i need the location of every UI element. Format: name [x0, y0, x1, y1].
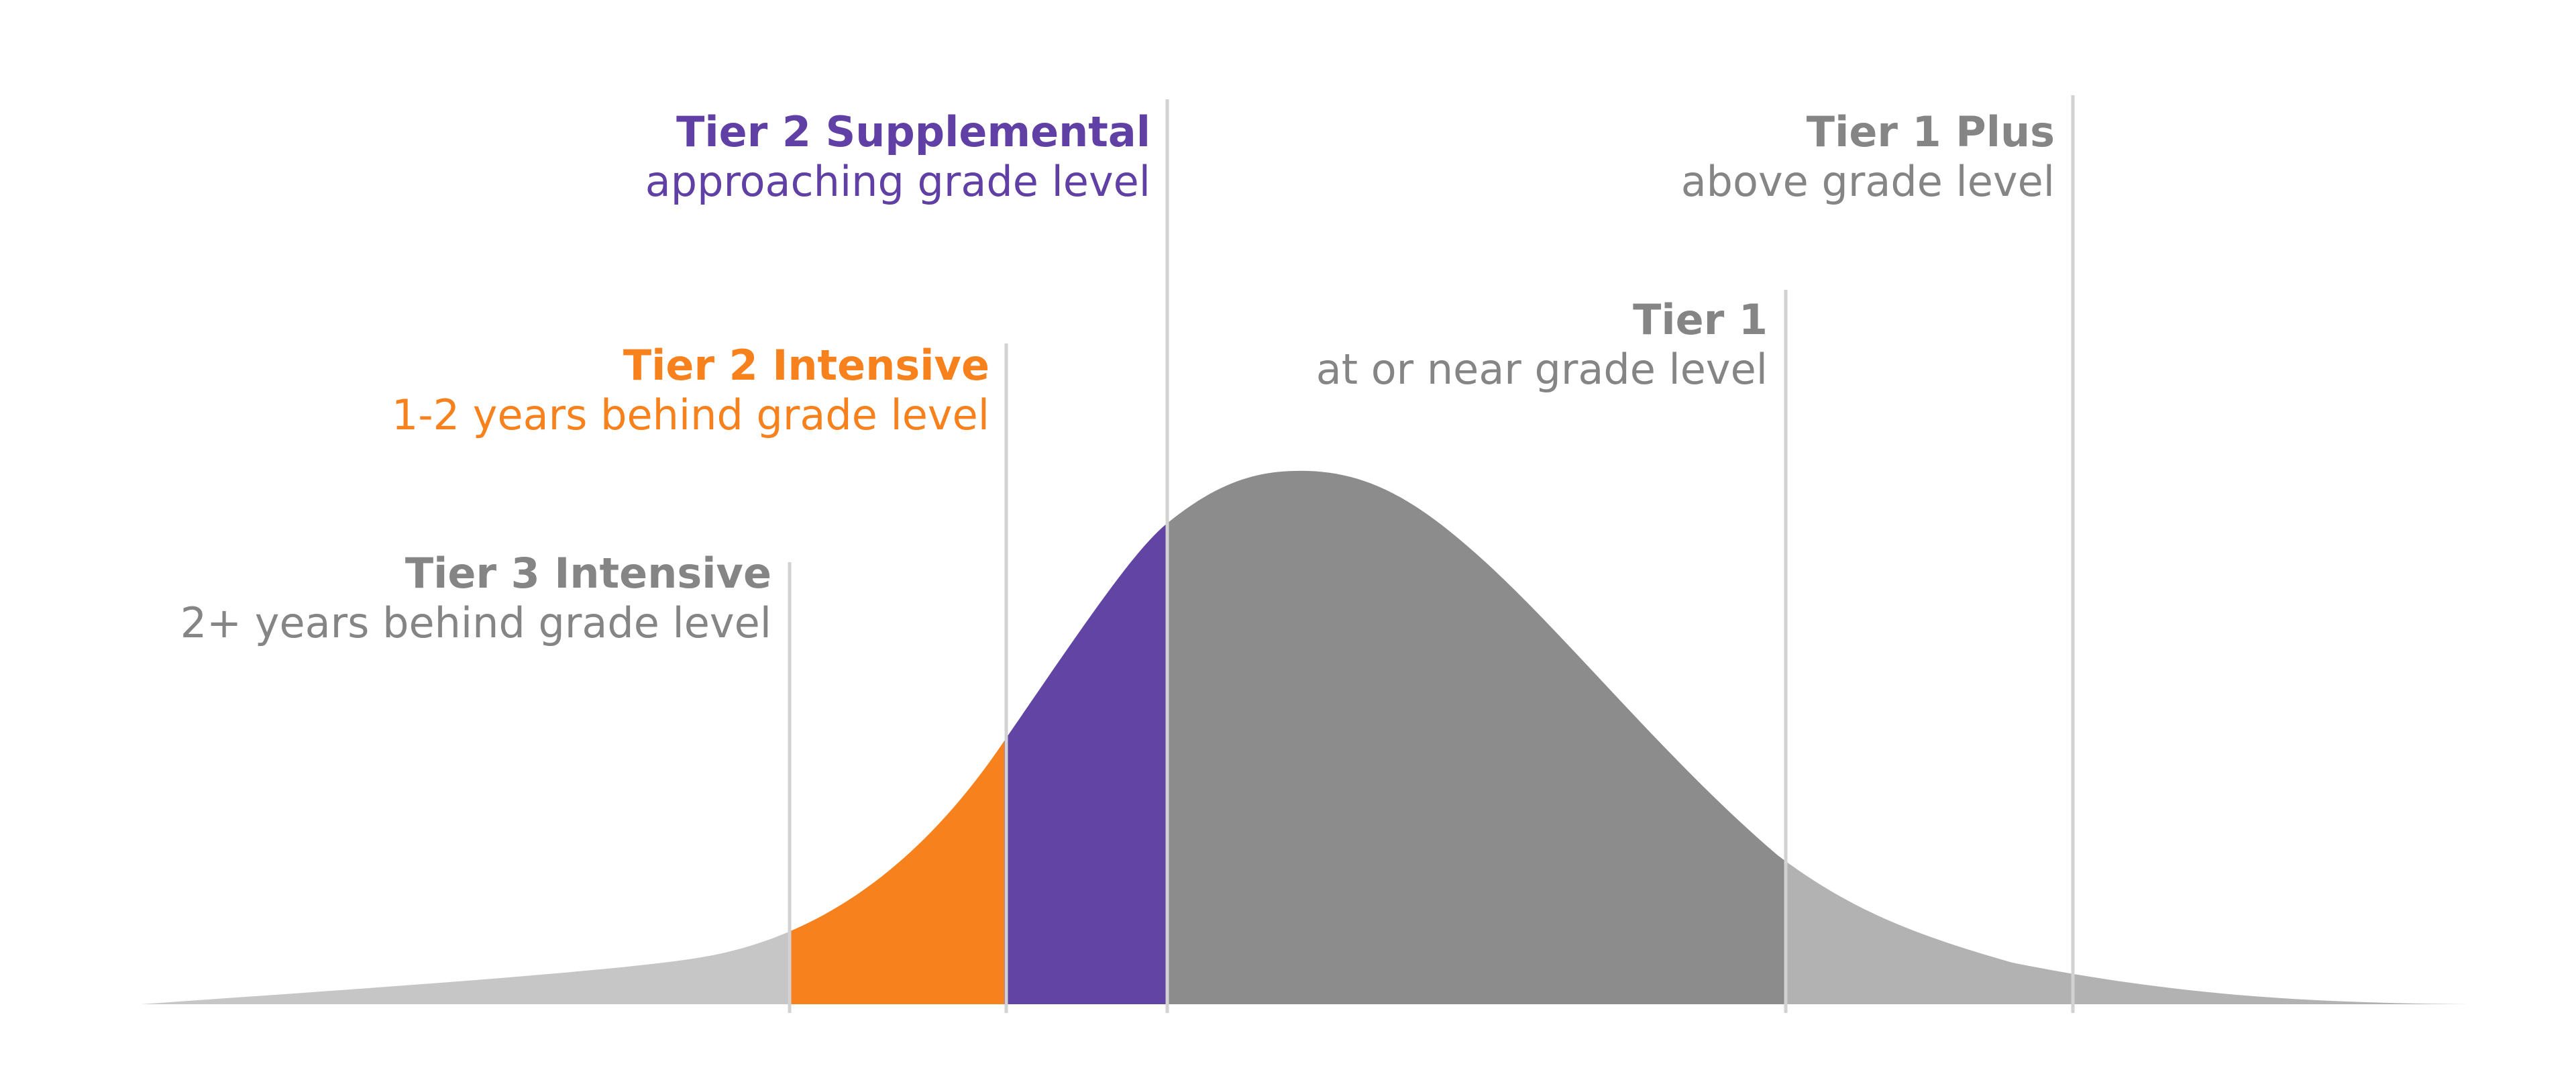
tier1-plus-region [1784, 470, 2469, 1004]
tier1-plus-label: Tier 1 Plus above grade level [1681, 107, 2055, 207]
tier2-supplemental-description: approaching grade level [645, 157, 1150, 206]
tier2-supplemental-title: Tier 2 Supplemental [676, 107, 1150, 156]
tier3-label: Tier 3 Intensive 2+ years behind grade l… [180, 549, 771, 648]
tier1-label: Tier 1 at or near grade level [1316, 295, 1768, 394]
tier1-plus-title: Tier 1 Plus [1806, 107, 2055, 156]
tier1-title: Tier 1 [1633, 295, 1768, 344]
tier2-intensive-title: Tier 2 Intensive [623, 341, 989, 390]
tier2-supplemental-label: Tier 2 Supplemental approaching grade le… [645, 107, 1150, 207]
tier1-plus-description: above grade level [1680, 157, 2055, 206]
tier1-region [1169, 470, 1784, 1004]
tier3-region [141, 470, 788, 1004]
tier3-title: Tier 3 Intensive [405, 549, 771, 598]
tier3-description: 2+ years behind grade level [180, 598, 771, 647]
tier2-intensive-description: 1-2 years behind grade level [391, 390, 989, 439]
tier2-intensive-label: Tier 2 Intensive 1-2 years behind grade … [392, 341, 989, 440]
tier2-intensive-region [788, 470, 1004, 1004]
tier1-description: at or near grade level [1316, 345, 1768, 394]
tier2-supplemental-region [1004, 470, 1169, 1004]
